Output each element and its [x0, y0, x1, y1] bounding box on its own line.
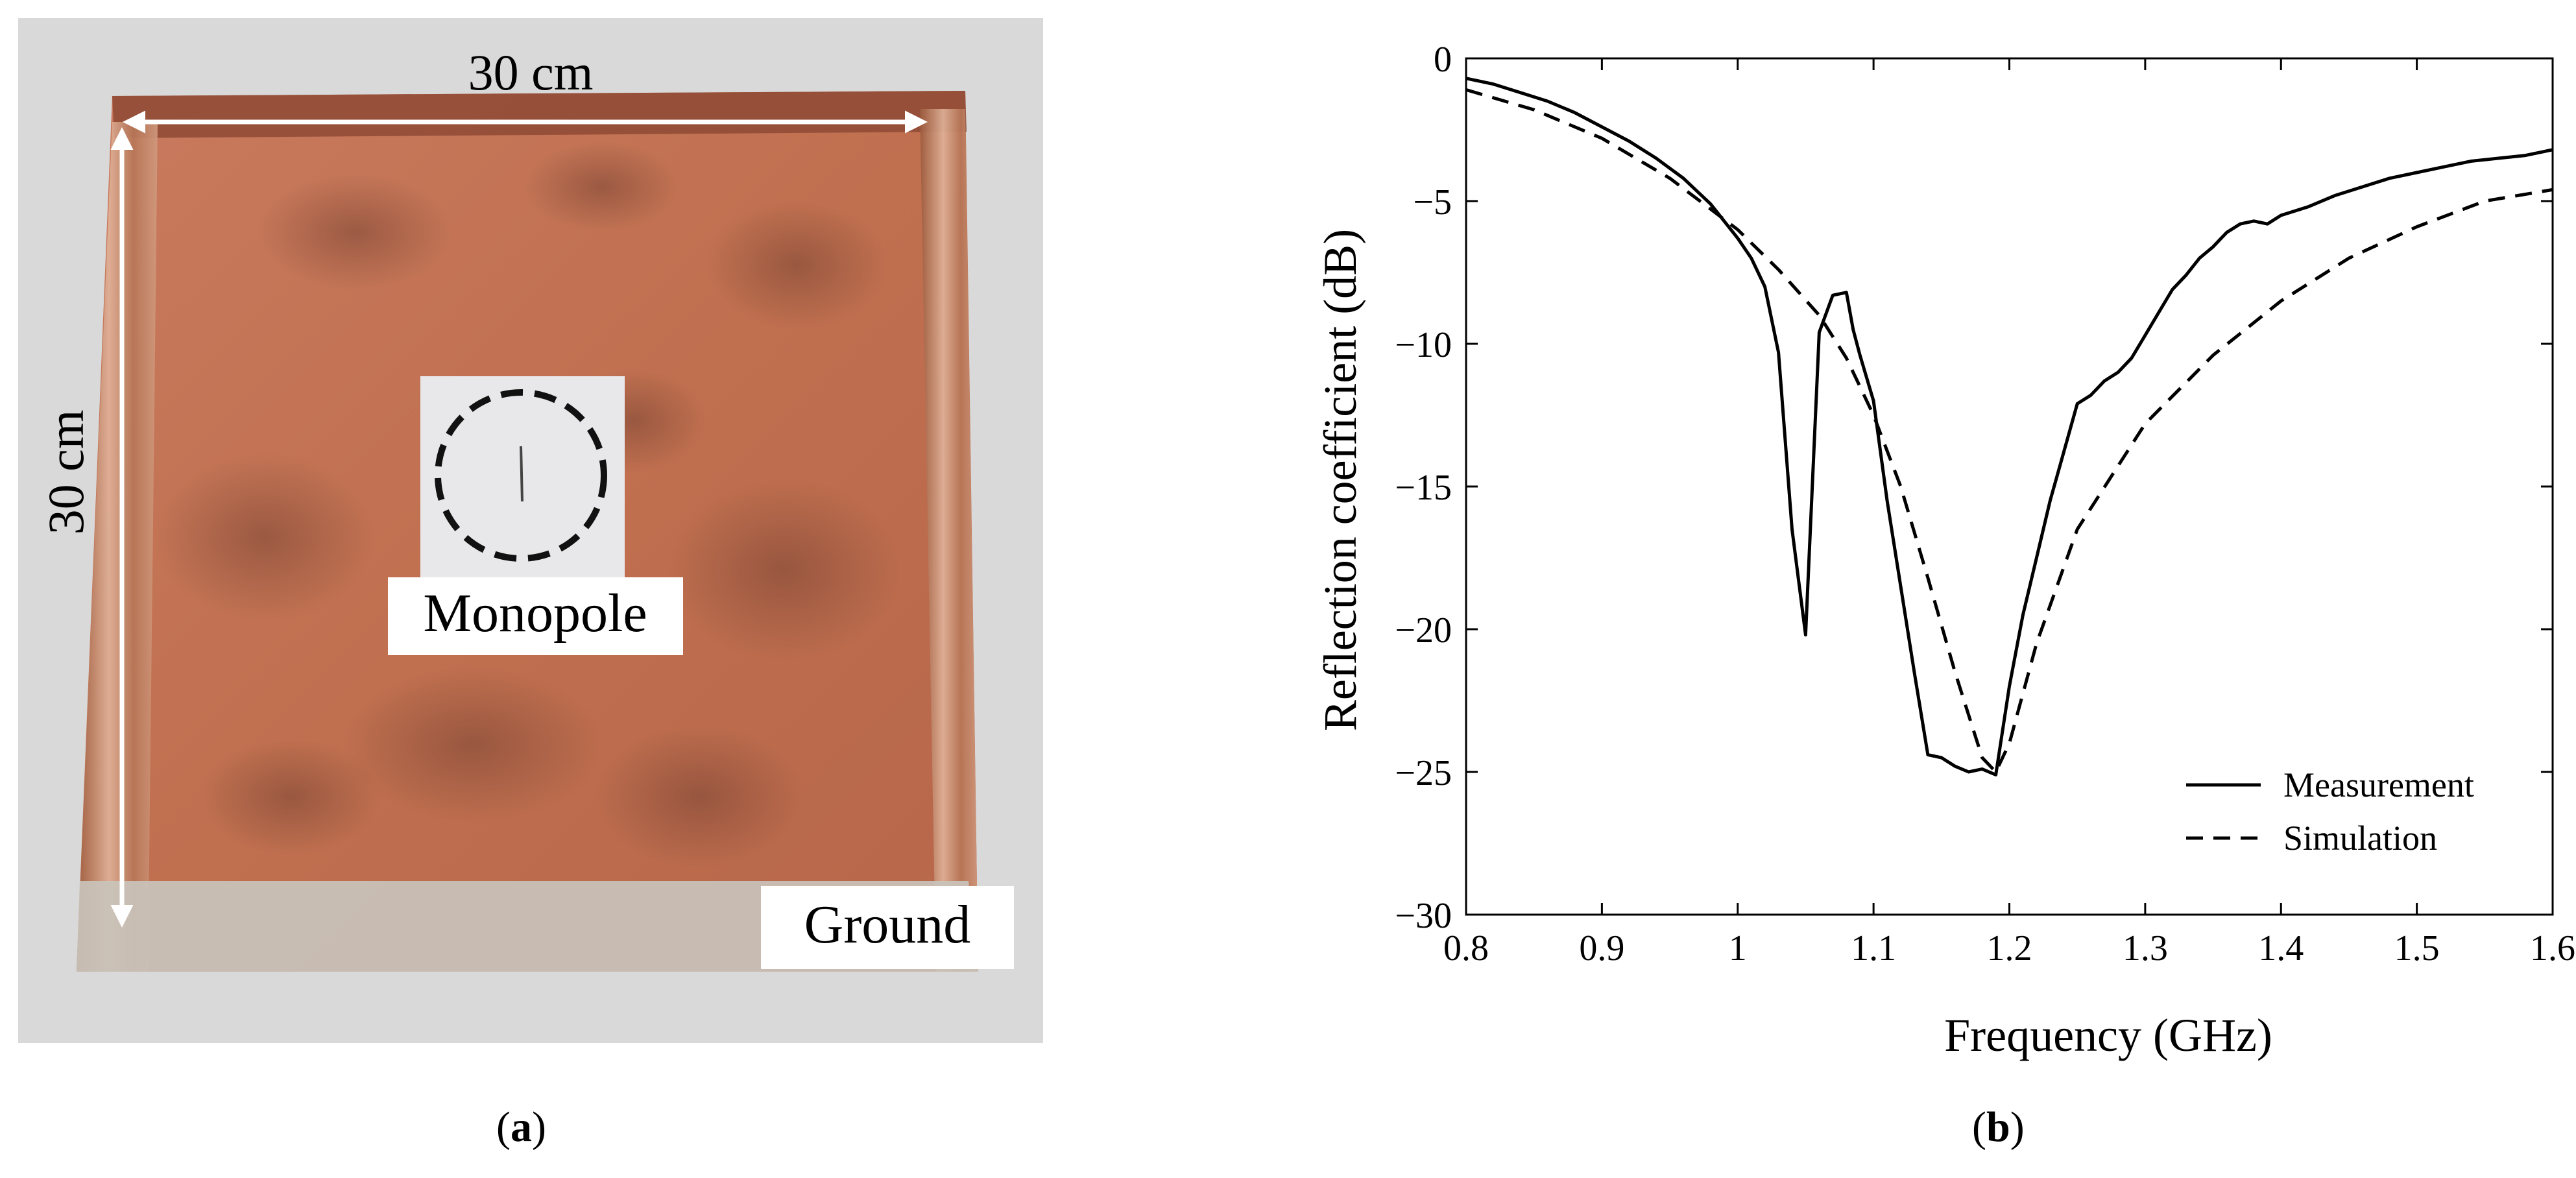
caption-a-letter: a [510, 1103, 532, 1151]
x-axis-label: Frequency (GHz) [1944, 1009, 2272, 1061]
legend-label-simulation: Simulation [2283, 819, 2437, 858]
ground-label-box [761, 886, 1014, 969]
legend-label-measurement: Measurement [2283, 765, 2474, 804]
monopole-wire [520, 446, 524, 502]
x-tick-label: 1.5 [2394, 928, 2440, 968]
width-label: 30 cm [468, 44, 594, 101]
axes-layer: 0.8 0.9 1 1.1 1.2 1.3 1.4 1.5 1.6 0 −5 −10 −15 −20 −25… [1395, 40, 2575, 968]
x-tick-label: 1.2 [1987, 928, 2032, 968]
ground-plane-photo: 30 cm 30 cm Monopole Ground [18, 18, 1043, 1043]
y-tick-label: −10 [1395, 325, 1452, 365]
x-tick-label: 1.3 [2123, 928, 2168, 968]
y-tick-label: −5 [1413, 182, 1452, 222]
monopole-highlight-circle [435, 389, 607, 562]
monopole-label-box [388, 577, 683, 655]
y-tick-label: −20 [1395, 610, 1452, 651]
y-tick-label: −15 [1395, 468, 1452, 508]
x-tick-label: 1 [1729, 928, 1747, 968]
photo-panel: 30 cm 30 cm Monopole Ground [18, 18, 1043, 1043]
series-layer [1465, 77, 2553, 776]
y-axis-label: Reflection coefficient (dB) [1314, 229, 1366, 731]
copper-smudges [154, 141, 900, 868]
x-tick-label: 0.8 [1443, 928, 1489, 968]
series-line-measurement [1465, 77, 2553, 776]
caption-b-letter: b [1986, 1103, 2010, 1151]
y-tick-label: −25 [1395, 753, 1452, 793]
height-label: 30 cm [38, 410, 94, 535]
x-tick-label: 1.4 [2258, 928, 2304, 968]
legend: Measurement Simulation [2186, 765, 2474, 858]
x-tick-label: 0.9 [1579, 928, 1624, 968]
right-edge-tape [920, 109, 978, 972]
caption-b: (b) [1972, 1103, 2025, 1151]
x-tick-label: 1.1 [1851, 928, 1896, 968]
x-tick-label: 1.6 [2530, 928, 2575, 968]
reflection-chart: 0.8 0.9 1 1.1 1.2 1.3 1.4 1.5 1.6 0 −5 −10 −15 −20 −25… [1314, 40, 2575, 1061]
series-line-simulation [1465, 88, 2553, 774]
caption-a: (a) [496, 1103, 546, 1151]
bottom-tape-strip [77, 881, 978, 972]
y-tick-label: −30 [1395, 896, 1452, 936]
chart-panel: 0.8 0.9 1 1.1 1.2 1.3 1.4 1.5 1.6 0 −5 −10 −15 −20 −25… [1271, 26, 2576, 1103]
monopole-label: Monopole [423, 583, 647, 643]
y-tick-label: 0 [1434, 40, 1452, 80]
ground-label: Ground [804, 895, 971, 955]
